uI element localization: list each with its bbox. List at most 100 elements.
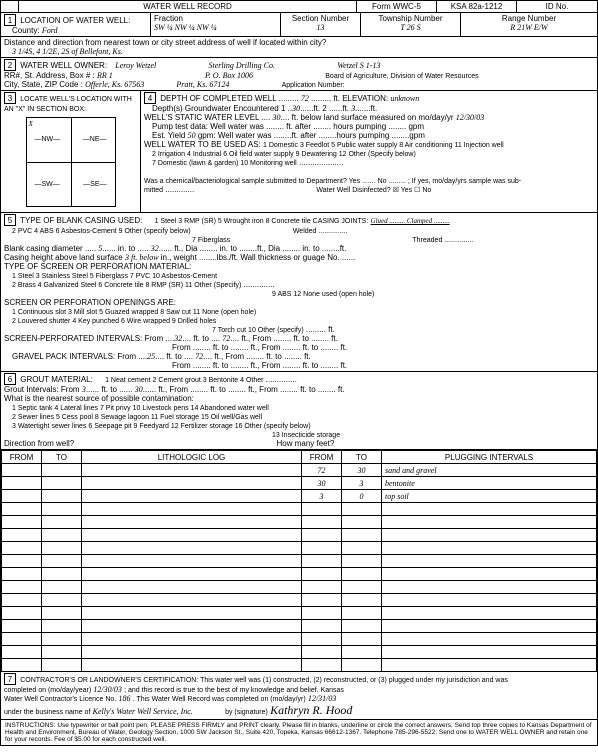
owner-value: Leroy Wetzel [115,61,156,70]
uses-1: 1 Domestic 3 Feedlot 5 Public water supp… [263,142,504,149]
dir2: How many feet? [276,439,334,448]
table-row [2,542,597,555]
section-6: 6 GROUT MATERIAL: 1 Neat cement 2 Cement… [1,372,597,450]
completed-label: completed on (mo/day/year) [4,687,91,694]
township-value: T 26 S [400,23,420,32]
height-value: 3 ft. below [125,253,159,262]
table-row [2,659,597,672]
dir-label: Direction from well? [4,439,74,448]
county-value: Ford [42,26,58,35]
license-label: Water Well Contractor's Licence No. [4,696,116,703]
range-value: R 21W E/W [510,23,547,32]
table-row [2,516,597,529]
uses-2: 2 Irrigation 4 Industrial 6 Oil field wa… [144,151,416,158]
rec-date: 12/31/03 [308,694,336,703]
table-row [2,633,597,646]
table-row [2,581,597,594]
sp-label: SCREEN-PERFORATED INTERVALS: [4,334,142,343]
distance-value: 3 1/4S, 4 1/2E, 2S of Bellefont, Ks. [4,47,123,56]
s7-label: CONTRACTOR'S OR LANDOWNER'S CERTIFICATIO… [20,677,508,684]
s6-label: GROUT MATERIAL: [20,375,93,384]
col-to: TO [42,451,82,464]
open-label: SCREEN OR PERFORATION OPENINGS ARE: [4,298,176,307]
s4-label: DEPTH OF COMPLETED WELL [160,94,276,103]
license-value: 186 [118,694,130,703]
fraction-value: SW ¼ NW ¼ NW ¼ [154,23,217,32]
section-value: 13 [317,23,325,32]
table-row: 303bentonite [2,477,597,490]
gp-label: GRAVEL PACK INTERVALS: [4,352,115,361]
id-no-label: ID No. [517,1,597,12]
s5-opts2: 2 PVC 4 ABS 6 Asbestos-Cement 9 Other (s… [4,228,191,235]
open-opts: 1 Continuous slot 3 Mill slot 5 Guazed w… [4,309,256,316]
s6-opts: 1 Neat cement 2 Cement grout 3 Bentonite… [105,377,263,384]
table-row [2,568,597,581]
section-2: 2 WATER WELL OWNER: Leroy Wetzel Sterlin… [1,58,597,91]
section-7-num: 7 [4,673,16,685]
section-3-4: 3 LOCATE WELL'S LOCATION WITH AN "X" IN … [1,91,597,213]
table-row [2,607,597,620]
dia-value: 5 [98,244,102,253]
perf-opts2: 2 Brass 4 Galvanized Steel 6 Concrete ti… [4,282,241,289]
section-2-num: 2 [4,59,16,71]
truth: ; and this record is true to the best of… [124,687,344,694]
table-row [2,529,597,542]
rr-label: RR#, St. Address, Box # [4,71,90,80]
township-label: Township Number [378,14,442,23]
elev-value: unknown [390,94,419,103]
after-label: ft. after [286,122,311,131]
uses-label: WELL WATER TO BE USED AS: [144,140,261,149]
form-number: Form WWC-5 [357,1,437,12]
app-label: Application Number: [282,82,345,89]
mitted: mitted [144,187,163,194]
table-row [2,555,597,568]
table-row [2,594,597,607]
s5-label: TYPE OF BLANK CASING USED: [20,216,142,225]
static-value: 30 [273,113,281,122]
static-suffix: ft. below land surface measured on mo/da… [292,113,454,122]
dia-to: 32 [151,244,159,253]
gp-from: 25 [147,352,155,361]
col-plug: PLUGGING INTERVALS [382,451,597,464]
s5-opts3: 7 Fiberglass [184,237,230,244]
county-label: County: [4,26,40,35]
table-row [2,646,597,659]
perf-opts: 1 Steel 3 Stainless Steel 5 Fiberglass 7… [4,273,217,280]
perf-label: TYPE OF SCREEN OR PERFORATION MATERIAL: [4,262,191,271]
int-from: 3 [82,385,86,394]
col-to2: TO [342,451,382,464]
city-value: Offerle, Ks. 67563 [85,80,144,89]
height-label: Casing height above land surface [4,253,123,262]
static-date: 12/30/03 [456,113,484,122]
pobox-value: P. O. Box 1006 [205,71,253,80]
lithologic-log-table: FROM TO LITHOLOGIC LOG FROM TO PLUGGING … [1,450,597,672]
ksa-number: KSA 82a-1212 [437,1,517,12]
contam-label: What is the nearest source of possible c… [4,394,194,403]
form-title: WATER WELL RECORD [19,1,357,12]
city2-value: Pratt, Ks. 67124 [176,80,229,89]
hours-label: hours pumping [333,122,386,131]
chem-label: Was a chemical/bacteriological sample su… [144,178,521,185]
col-from2: FROM [302,451,342,464]
uses-3: 7 Domestic (lawn & garden) 10 Monitoring… [144,160,297,167]
sp-to: 72 [222,334,230,343]
dia-label: Blank casing diameter [4,244,83,253]
c3: 3 Watertight sewer lines 6 Seepage pit 9… [4,423,311,430]
table-row [2,620,597,633]
open-opts2: 2 Louvered shutter 4 Key punched 6 Wire … [4,318,216,325]
rec-label: . This Water Well Record was completed o… [133,696,306,703]
gw-label: Depth(s) Groundwater Encountered [144,104,279,113]
int-to: 30 [135,385,143,394]
s5-opts: 1 Steel 3 RMP (SR) 5 Wrought iron 8 Conc… [155,218,369,225]
pump-label: Pump test data: Well water was [144,122,264,131]
c4: 13 Insecticide storage [264,432,340,439]
c2: 2 Sewer lines 5 Cess pool 8 Sewage lagoo… [4,414,262,421]
distance-label: Distance and direction from nearest town… [4,38,326,47]
fraction-label: Fraction [154,14,183,23]
section-label: Section Number [292,14,349,23]
table-row: 30top soil [2,490,597,503]
int-label: Grout Intervals: From [4,385,80,394]
section-1: 1 LOCATION OF WATER WELL: County: Ford F… [1,13,597,37]
elev-label: ft. ELEVATION: [333,94,388,103]
disinfected: Water Well Disinfected? ☒ Yes ☐ No [316,187,431,194]
